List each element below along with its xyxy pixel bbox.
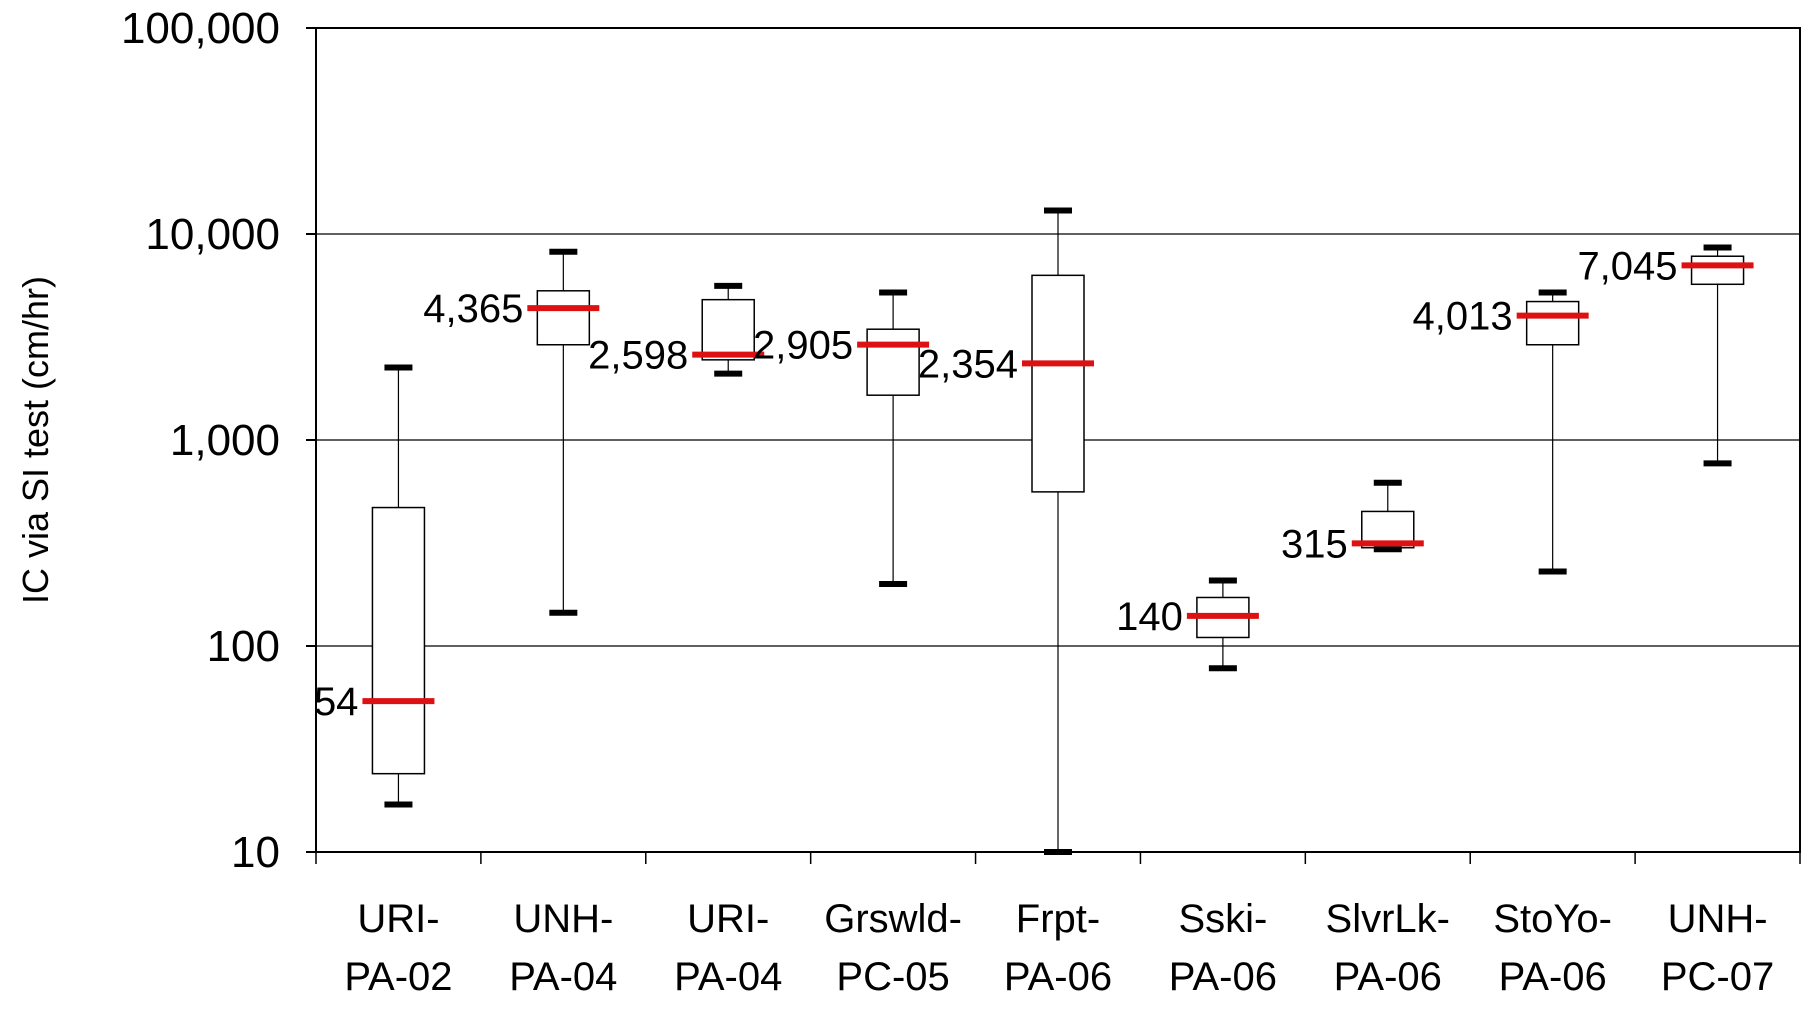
iqr-box: [1690, 255, 1745, 286]
x-category-label-line2: PA-06: [1499, 955, 1607, 999]
x-category-label-line2: PA-06: [1004, 955, 1112, 999]
iqr-box: [371, 506, 426, 775]
y-tick-label: 100: [207, 622, 280, 671]
x-category-label-line1: Grswld-: [824, 897, 962, 941]
x-category-label-line2: PA-06: [1334, 955, 1442, 999]
iqr-box: [866, 328, 920, 396]
box-4: 2,905: [753, 289, 930, 587]
box-7: 315: [1281, 479, 1424, 566]
x-category-label-line1: Frpt-: [1016, 897, 1100, 941]
x-category-label-line2: PA-02: [344, 955, 452, 999]
x-category-label-line2: PC-05: [836, 955, 949, 999]
x-axis-category-ticks: [315, 852, 1801, 864]
iqr-box: [1031, 274, 1085, 493]
x-category-label-line1: Sski-: [1178, 897, 1267, 941]
median-data-label: 7,045: [1577, 244, 1677, 288]
x-category-label-line2: PA-04: [509, 955, 617, 999]
median-data-label: 4,365: [423, 287, 523, 331]
x-category-label-line1: URI-: [357, 897, 439, 941]
median-data-label: 2,905: [753, 324, 853, 368]
median-data-label: 315: [1281, 522, 1348, 566]
box-8: 4,013: [1413, 289, 1589, 575]
x-category-label-line1: SlvrLk-: [1326, 897, 1450, 941]
x-category-label-line1: UNH-: [1668, 897, 1768, 941]
iqr-box: [1525, 300, 1580, 346]
x-category-label-line1: StoYo-: [1493, 897, 1612, 941]
y-tick-label: 10: [231, 828, 280, 877]
iqr-box: [701, 298, 755, 361]
box-5: 2,354: [918, 207, 1094, 855]
median-data-label: 54: [314, 680, 359, 724]
box-2: 4,365: [423, 248, 600, 616]
median-data-label: 140: [1116, 595, 1183, 639]
y-tick-label: 100,000: [121, 4, 280, 53]
x-category-label-line1: URI-: [687, 897, 769, 941]
box-3: 2,598: [588, 282, 765, 378]
y-axis-tick-labels: 10 100 1,000 10,000 100,000: [121, 4, 316, 877]
box-series: 54 4,365 2,598 2,905 2,354 140 315 4,013 7,045: [314, 207, 1754, 855]
x-axis-category-labels: URI- PA-02 UNH- PA-04 URI- PA-04 Grswld- PC-05 F…: [344, 897, 1774, 999]
y-tick-label: 1,000: [170, 416, 280, 465]
box-6: 140: [1116, 577, 1259, 672]
median-data-label: 4,013: [1413, 295, 1513, 339]
median-data-label: 2,354: [918, 342, 1018, 386]
x-category-label-line2: PA-06: [1169, 955, 1277, 999]
x-category-label-line2: PC-07: [1661, 955, 1774, 999]
y-tick-label: 10,000: [145, 210, 280, 259]
iqr-box: [536, 290, 591, 346]
box-1: 54: [314, 364, 435, 808]
y-axis-title: IC via SI test (cm/hr): [15, 276, 56, 604]
x-category-label-line2: PA-04: [674, 955, 782, 999]
x-category-label-line1: UNH-: [513, 897, 613, 941]
median-data-label: 2,598: [588, 334, 688, 378]
box-9: 7,045: [1577, 244, 1754, 467]
